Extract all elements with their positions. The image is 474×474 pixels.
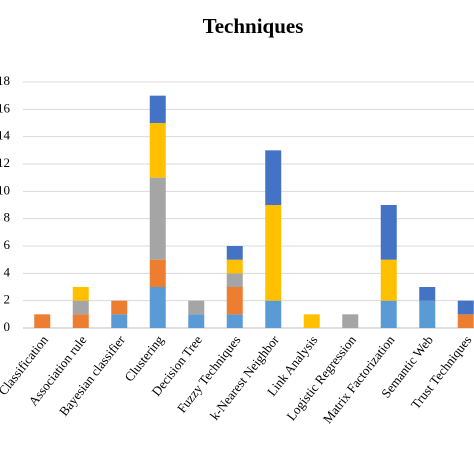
y-tick-label: 14 <box>0 128 11 143</box>
y-tick-label: 0 <box>4 319 11 334</box>
bar-segment <box>265 205 282 301</box>
bar-segment <box>380 259 397 301</box>
y-tick-label: 2 <box>4 292 11 307</box>
bar-segment <box>226 273 243 287</box>
y-tick-label: 16 <box>0 100 11 115</box>
bar-segment <box>419 300 436 328</box>
bar-segment <box>34 314 51 328</box>
bar-segment <box>226 259 243 274</box>
bar-segment <box>149 177 166 260</box>
chart-title: Techniques <box>203 14 304 38</box>
bar-segment <box>111 300 128 315</box>
bar-segment <box>111 314 128 328</box>
bar-segment <box>226 287 243 315</box>
y-tick-label: 8 <box>4 210 11 225</box>
bar-segment <box>72 300 89 315</box>
bar-segment <box>457 300 474 315</box>
bar-segment <box>149 123 166 178</box>
bar-segment <box>342 314 359 328</box>
y-tick-label: 6 <box>4 237 11 252</box>
bar-segment <box>149 259 166 287</box>
y-tick-label: 4 <box>4 264 11 279</box>
bar-segment <box>149 95 166 123</box>
bar-segment <box>265 150 282 205</box>
bar-segment <box>380 205 397 260</box>
bar-segment <box>72 287 89 301</box>
bar-segment <box>226 314 243 328</box>
bar-segment <box>188 314 205 328</box>
bar-segment <box>188 300 205 315</box>
bar-segment <box>149 287 166 328</box>
y-tick-label: 10 <box>0 182 10 197</box>
bar-segment <box>265 300 282 328</box>
bar-segment <box>226 246 243 260</box>
bar-segment <box>380 300 397 328</box>
bar-segment <box>72 314 89 328</box>
bar-segment <box>303 314 320 328</box>
bar-segment <box>419 287 436 301</box>
y-tick-label: 18 <box>0 73 10 88</box>
bar-segment <box>457 314 474 328</box>
y-tick-label: 12 <box>0 155 10 170</box>
